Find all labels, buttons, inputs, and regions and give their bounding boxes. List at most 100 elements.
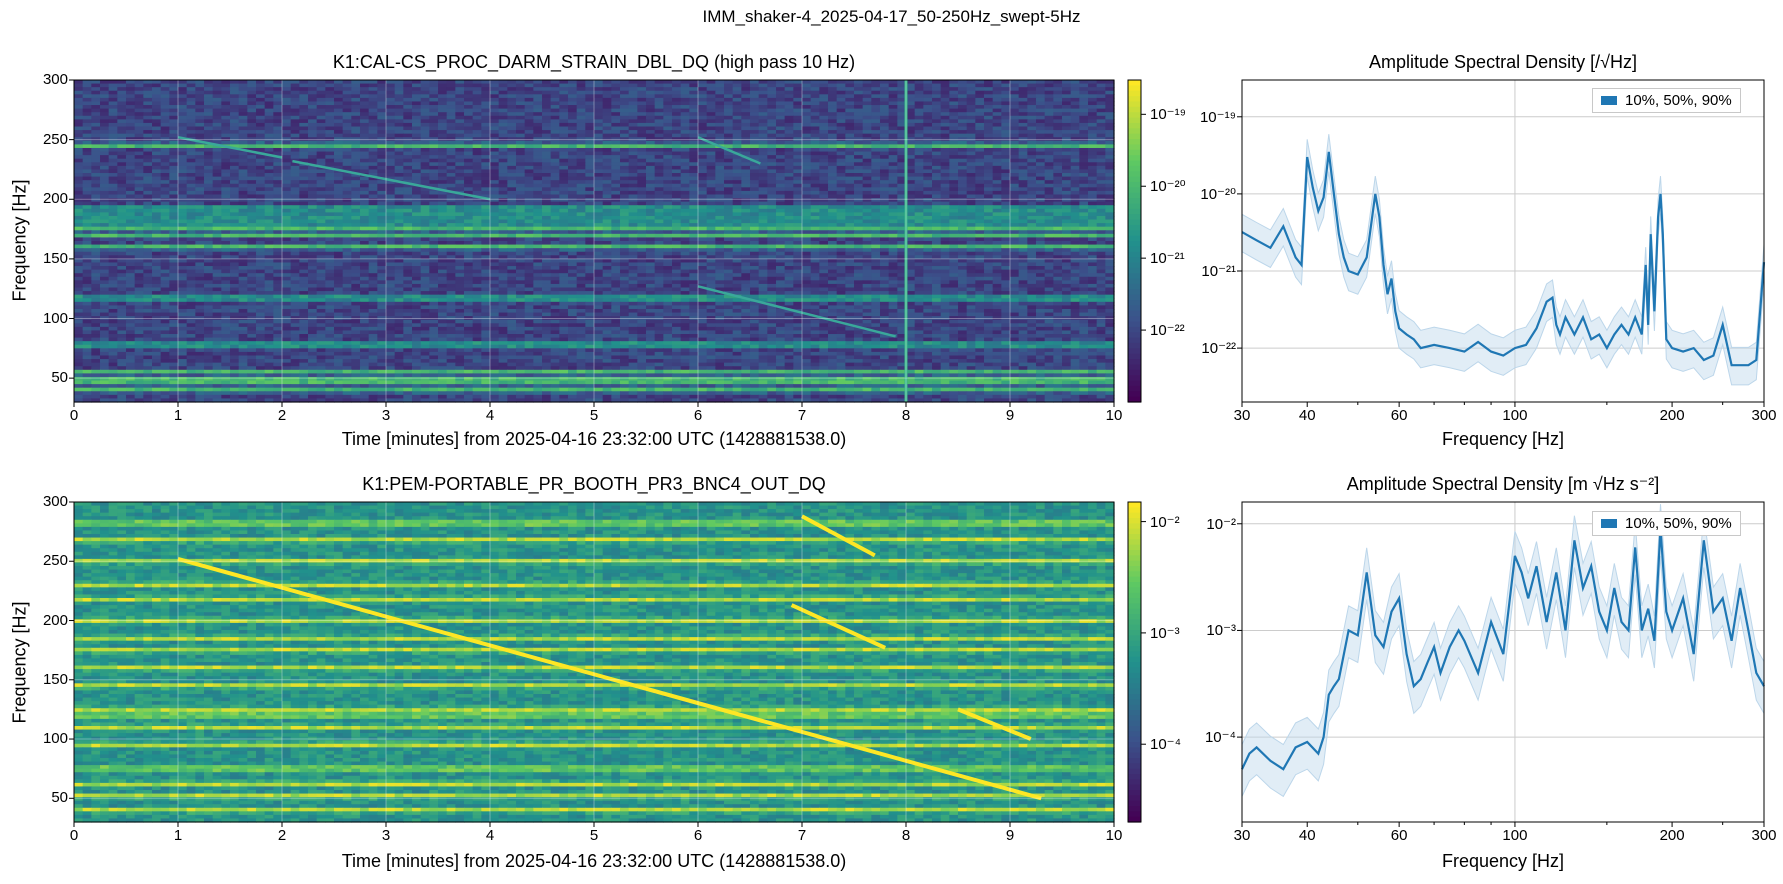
spectrogram-cell <box>126 122 136 128</box>
spectrogram-cell <box>992 147 1002 153</box>
spectrogram-cell <box>100 140 110 145</box>
spectrogram-cell <box>507 226 517 231</box>
spectrogram-cell <box>455 223 465 228</box>
spectrogram-cell <box>854 80 864 85</box>
spectrogram-cell <box>438 94 448 99</box>
spectrogram-cell <box>186 97 196 103</box>
spectrogram-cell <box>178 101 188 106</box>
spectrogram-cell <box>611 169 621 174</box>
spectrogram-cell <box>82 205 92 210</box>
spectrogram-cell <box>290 215 300 221</box>
spectrogram-cell <box>1096 165 1106 171</box>
spectrogram-cell <box>724 215 734 221</box>
spectrogram-cell <box>1105 115 1115 120</box>
spectrogram-cell <box>273 180 283 185</box>
spectrogram-cell <box>871 94 881 99</box>
spectrogram-cell <box>1044 130 1054 135</box>
spectrogram-cell <box>975 97 985 103</box>
spectrogram-cell <box>594 112 604 117</box>
spectrogram-cell <box>663 94 673 99</box>
spectrogram-cell <box>1001 147 1011 153</box>
spectrogram-cell <box>568 194 578 199</box>
spectrogram-cell <box>871 126 881 131</box>
spectrogram-cell <box>403 162 413 167</box>
spectrogram-cell <box>1018 180 1028 185</box>
spectrogram-cell <box>871 140 881 145</box>
spectrogram-cell <box>264 151 274 156</box>
spectrogram-cell <box>975 87 985 92</box>
spectrogram-cell <box>533 205 543 210</box>
spectrogram-cell <box>1001 130 1011 135</box>
spectrogram-cell <box>403 119 413 124</box>
spectrogram-cell <box>646 223 656 228</box>
spectrogram-cell <box>126 173 136 178</box>
spectrogram-cell <box>767 97 777 103</box>
spectrogram-cell <box>429 173 439 178</box>
spectrogram-cell <box>628 162 638 167</box>
spectrogram-cell <box>914 165 924 171</box>
spectrogram-cell <box>1079 122 1089 128</box>
spectrogram-cell <box>550 137 560 142</box>
spectrogram-cell <box>550 144 560 149</box>
spectrogram-cell <box>247 198 257 203</box>
spectrogram-cell <box>1044 180 1054 185</box>
spectrogram-cell <box>524 130 534 135</box>
spectrogram-cell <box>1027 112 1037 117</box>
spectrogram-cell <box>776 130 786 135</box>
spectrogram-cell <box>334 115 344 120</box>
spectrogram-cell <box>282 94 292 99</box>
spectrogram-cell <box>134 151 144 156</box>
spectrogram-cell <box>862 205 872 210</box>
spectrogram-cell <box>273 137 283 142</box>
spectrogram-cell <box>819 151 829 156</box>
spectrogram-cell <box>524 140 534 145</box>
spectrogram-cell <box>914 212 924 217</box>
spectrogram-cell <box>212 112 222 117</box>
spectrogram-cell <box>732 122 742 128</box>
spectrogram-cell <box>247 219 257 224</box>
spectrogram-cell <box>481 212 491 217</box>
spectrogram-cell <box>212 94 222 99</box>
spectrogram-cell <box>923 144 933 149</box>
spectrogram-cell <box>602 140 612 145</box>
spectrogram-cell <box>871 115 881 120</box>
spectrogram-cell <box>767 119 777 124</box>
spectrogram-cell <box>793 90 803 95</box>
spectrogram-cell <box>299 140 309 145</box>
spectrogram-cell <box>646 201 656 206</box>
spectrogram-cell <box>940 97 950 103</box>
spectrogram-cell <box>282 122 292 128</box>
spectrogram-cell <box>715 119 725 124</box>
spectrogram-cell <box>368 198 378 203</box>
spectrogram-cell <box>732 187 742 192</box>
spectrogram-cell <box>758 130 768 135</box>
spectrogram-cell <box>117 144 127 149</box>
spectrogram-cell <box>464 112 474 117</box>
spectrogram-cell <box>472 144 482 149</box>
spectrogram-cell <box>316 205 326 210</box>
spectrogram-cell <box>325 126 335 131</box>
spectrogram-cell <box>1070 201 1080 206</box>
spectrogram-cell <box>1070 165 1080 171</box>
spectrogram-cell <box>975 126 985 131</box>
spectrogram-cell <box>923 183 933 188</box>
spectrogram-cell <box>117 115 127 120</box>
spectrogram-cell <box>169 169 179 174</box>
spectrogram-cell <box>628 173 638 178</box>
spectrogram-cell <box>342 94 352 99</box>
spectrogram-cell <box>628 87 638 92</box>
spectrogram-cell <box>646 80 656 85</box>
spectrogram-cell <box>507 176 517 181</box>
spectrogram-cell <box>672 108 682 113</box>
spectrogram-cell <box>992 122 1002 128</box>
spectrogram-cell <box>672 130 682 135</box>
spectrogram-cell <box>585 169 595 174</box>
spectrogram-cell <box>828 190 838 196</box>
spectrogram-cell <box>524 115 534 120</box>
spectrogram-cell <box>481 219 491 224</box>
spectrogram-cell <box>611 165 621 171</box>
spectrogram-cell <box>386 90 396 95</box>
spectrogram-cell <box>568 158 578 163</box>
spectrogram-cell <box>828 212 838 217</box>
spectrogram-cell <box>247 165 257 171</box>
